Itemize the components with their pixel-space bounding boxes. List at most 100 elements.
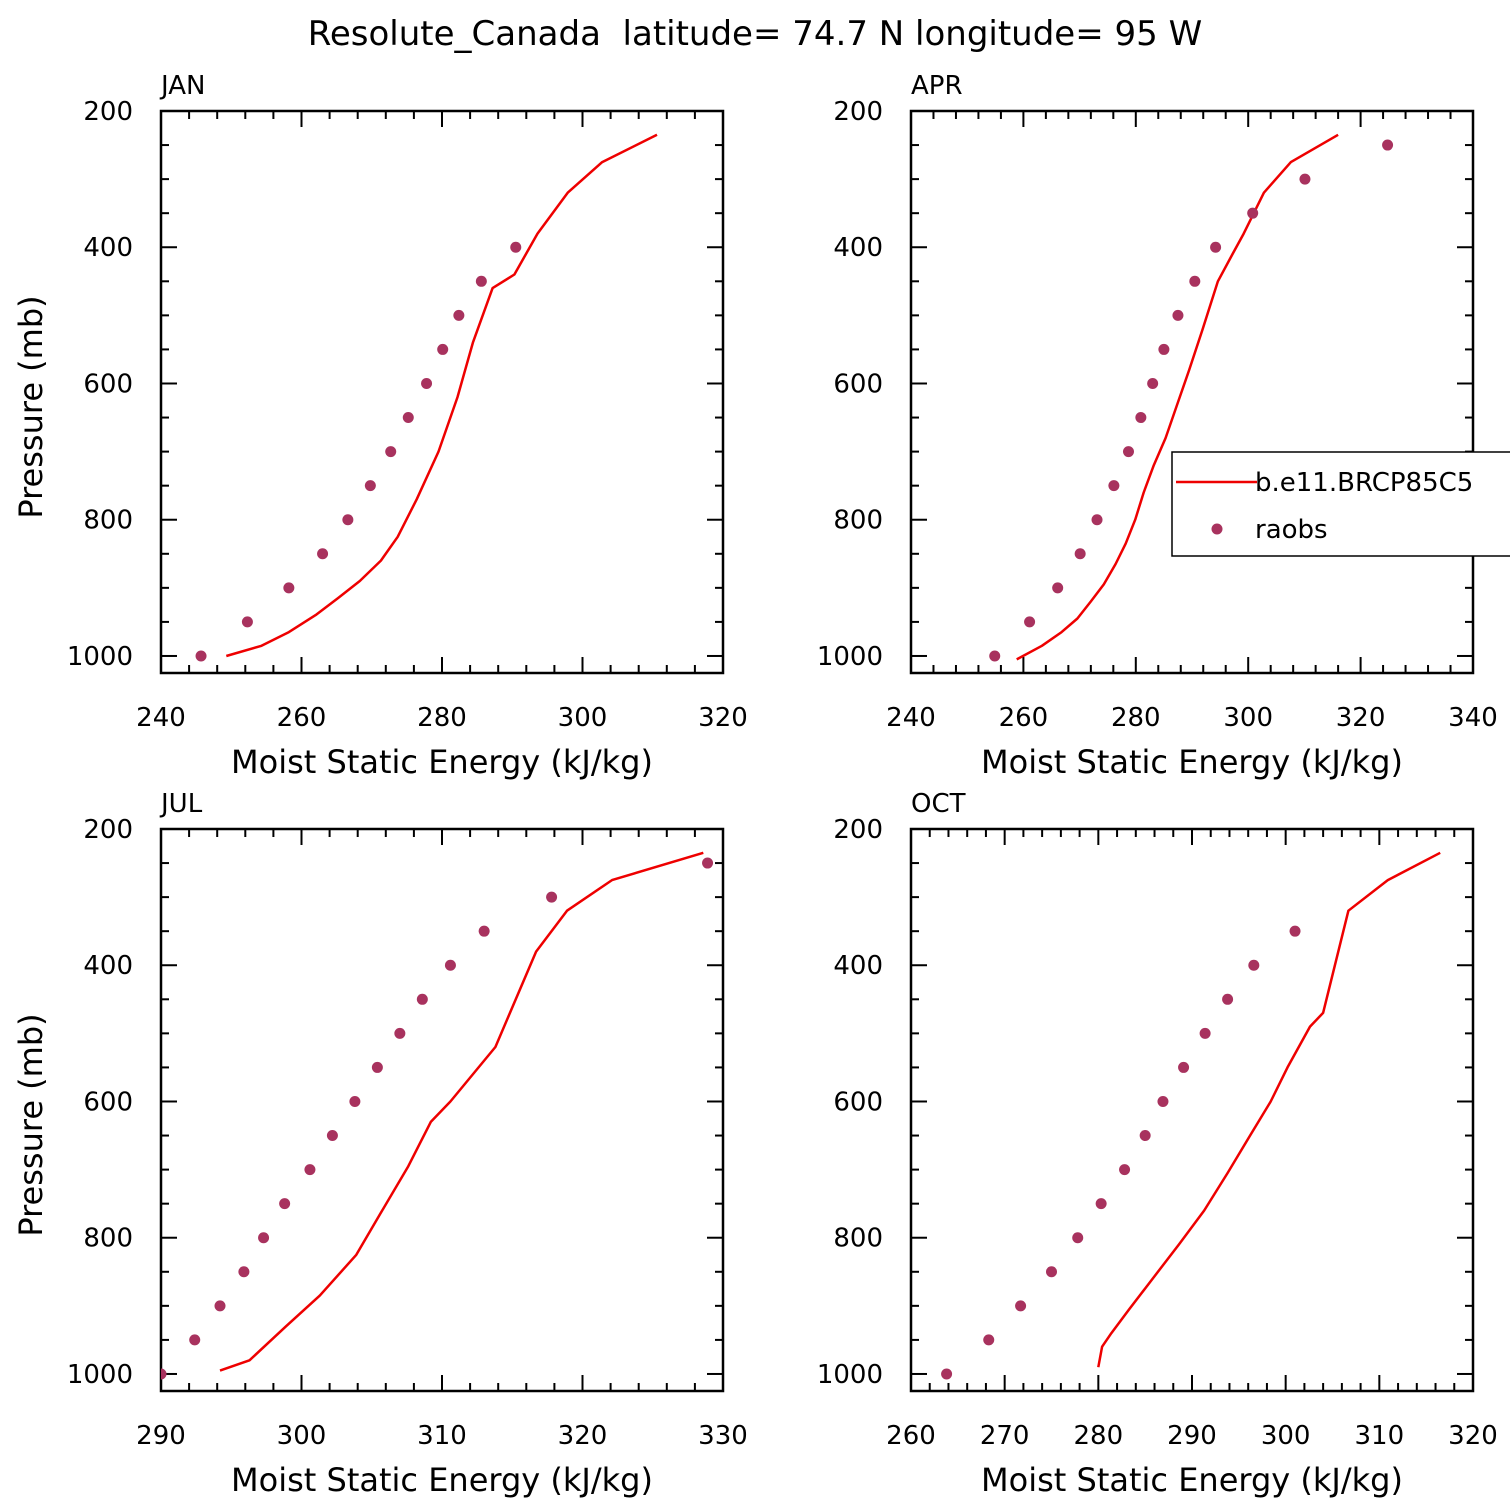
raobs-point xyxy=(983,1334,995,1346)
y-tick-label: 1000 xyxy=(817,642,883,672)
raobs-point xyxy=(1157,1095,1169,1107)
raobs-point xyxy=(304,1164,316,1176)
x-tick-label: 320 xyxy=(558,1421,608,1451)
y-tick-label: 600 xyxy=(83,1087,133,1117)
y-tick-label: 400 xyxy=(83,233,133,263)
data-area xyxy=(161,851,714,1380)
legend-box xyxy=(1171,451,1510,557)
x-tick-label: 300 xyxy=(1261,1421,1311,1451)
raobs-point xyxy=(475,275,487,287)
plot-frame xyxy=(159,109,725,675)
raobs-point xyxy=(342,514,354,526)
x-tick-label: 320 xyxy=(698,703,748,733)
y-tick-label: 200 xyxy=(83,97,133,127)
raobs-point xyxy=(989,650,1001,662)
x-tick-label: 320 xyxy=(1448,1421,1498,1451)
y-tick-label: 1000 xyxy=(817,1360,883,1390)
y-tick-label: 400 xyxy=(833,233,883,263)
y-tick-label: 800 xyxy=(83,1224,133,1254)
y-tick-label: 200 xyxy=(833,97,883,127)
x-axis-label: Moist Static Energy (kJ/kg) xyxy=(231,1461,653,1499)
raobs-point xyxy=(238,1266,250,1278)
y-tick-label: 200 xyxy=(83,815,133,845)
raobs-point xyxy=(1248,959,1260,971)
data-area xyxy=(989,133,1394,662)
panel-title: JAN xyxy=(159,71,205,101)
y-tick-label: 800 xyxy=(83,506,133,536)
x-tick-label: 280 xyxy=(417,703,467,733)
raobs-point xyxy=(437,343,449,355)
raobs-point xyxy=(1074,548,1086,560)
raobs-point xyxy=(1122,446,1134,458)
x-tick-label: 300 xyxy=(1223,703,1273,733)
x-tick-label: 300 xyxy=(277,1421,327,1451)
raobs-point xyxy=(702,857,714,869)
panel-jan: 240 260 280 300 320 200 400 600 800 1000 JAN Moist … xyxy=(12,71,748,781)
x-axis-label: Moist Static Energy (kJ/kg) xyxy=(981,743,1403,781)
plot-frame xyxy=(909,827,1475,1393)
x-tick-label: 340 xyxy=(1448,703,1498,733)
x-axis-label: Moist Static Energy (kJ/kg) xyxy=(981,1461,1403,1499)
raobs-point xyxy=(1091,514,1103,526)
raobs-point xyxy=(1046,1266,1057,1278)
raobs-point xyxy=(478,925,490,937)
raobs-point xyxy=(214,1300,226,1312)
raobs-point xyxy=(402,412,414,424)
x-tick-label: 290 xyxy=(1167,1421,1217,1451)
raobs-point xyxy=(1210,241,1222,253)
x-tick-label: 290 xyxy=(136,1421,186,1451)
model-line xyxy=(225,133,658,658)
y-axis-label: Pressure (mb) xyxy=(12,1013,50,1236)
y-tick-label: 600 xyxy=(83,369,133,399)
y-axis-label: Pressure (mb) xyxy=(12,295,50,518)
panel-title: APR xyxy=(911,71,963,101)
raobs-point xyxy=(421,377,433,389)
raobs-point xyxy=(161,1368,167,1380)
x-tick-label: 280 xyxy=(1074,1421,1124,1451)
raobs-point xyxy=(279,1198,291,1210)
raobs-point xyxy=(1247,207,1259,219)
raobs-point xyxy=(444,959,456,971)
panel-title: JUL xyxy=(159,789,203,819)
raobs-point xyxy=(1108,480,1120,492)
raobs-point xyxy=(258,1232,270,1244)
raobs-point xyxy=(1178,1061,1190,1073)
raobs-point xyxy=(371,1061,383,1073)
figure-title: Resolute_Canada latitude= 74.7 N longitu… xyxy=(308,14,1202,54)
panel-apr: 240 260 280 300 320 340 200 400 600 800 1000 APR Moi… xyxy=(817,71,1498,781)
panel-jul: 290 300 310 320 330 200 400 600 800 1000 JUL Moist … xyxy=(12,789,748,1499)
model-line xyxy=(1016,133,1339,661)
raobs-point xyxy=(394,1027,406,1039)
y-tick-label: 600 xyxy=(833,1087,883,1117)
x-tick-label: 330 xyxy=(698,1421,748,1451)
raobs-point xyxy=(241,616,253,628)
y-tick-label: 1000 xyxy=(67,642,133,672)
x-tick-label: 260 xyxy=(999,703,1049,733)
raobs-point xyxy=(941,1368,953,1380)
raobs-point xyxy=(1189,275,1201,287)
legend-marker-swatch xyxy=(1211,523,1223,535)
x-tick-label: 280 xyxy=(1111,703,1161,733)
data-area xyxy=(941,851,1441,1380)
x-tick-label: 240 xyxy=(886,703,936,733)
y-tick-label: 1000 xyxy=(67,1360,133,1390)
model-line xyxy=(219,851,704,1372)
raobs-point xyxy=(1072,1232,1084,1244)
raobs-point xyxy=(189,1334,201,1346)
x-tick-label: 310 xyxy=(417,1421,467,1451)
raobs-point xyxy=(1382,139,1394,151)
panel-title: OCT xyxy=(911,789,966,819)
raobs-point xyxy=(385,446,397,458)
x-tick-label: 320 xyxy=(1336,703,1386,733)
plot-frame xyxy=(909,109,1475,675)
raobs-point xyxy=(1024,616,1036,628)
data-area xyxy=(195,133,658,662)
y-tick-label: 600 xyxy=(833,369,883,399)
legend-label: b.e11.BRCP85C5 xyxy=(1255,468,1473,498)
y-tick-label: 400 xyxy=(833,951,883,981)
y-tick-label: 800 xyxy=(833,506,883,536)
x-tick-label: 310 xyxy=(1355,1421,1405,1451)
x-tick-label: 260 xyxy=(886,1421,936,1451)
raobs-point xyxy=(317,548,329,560)
